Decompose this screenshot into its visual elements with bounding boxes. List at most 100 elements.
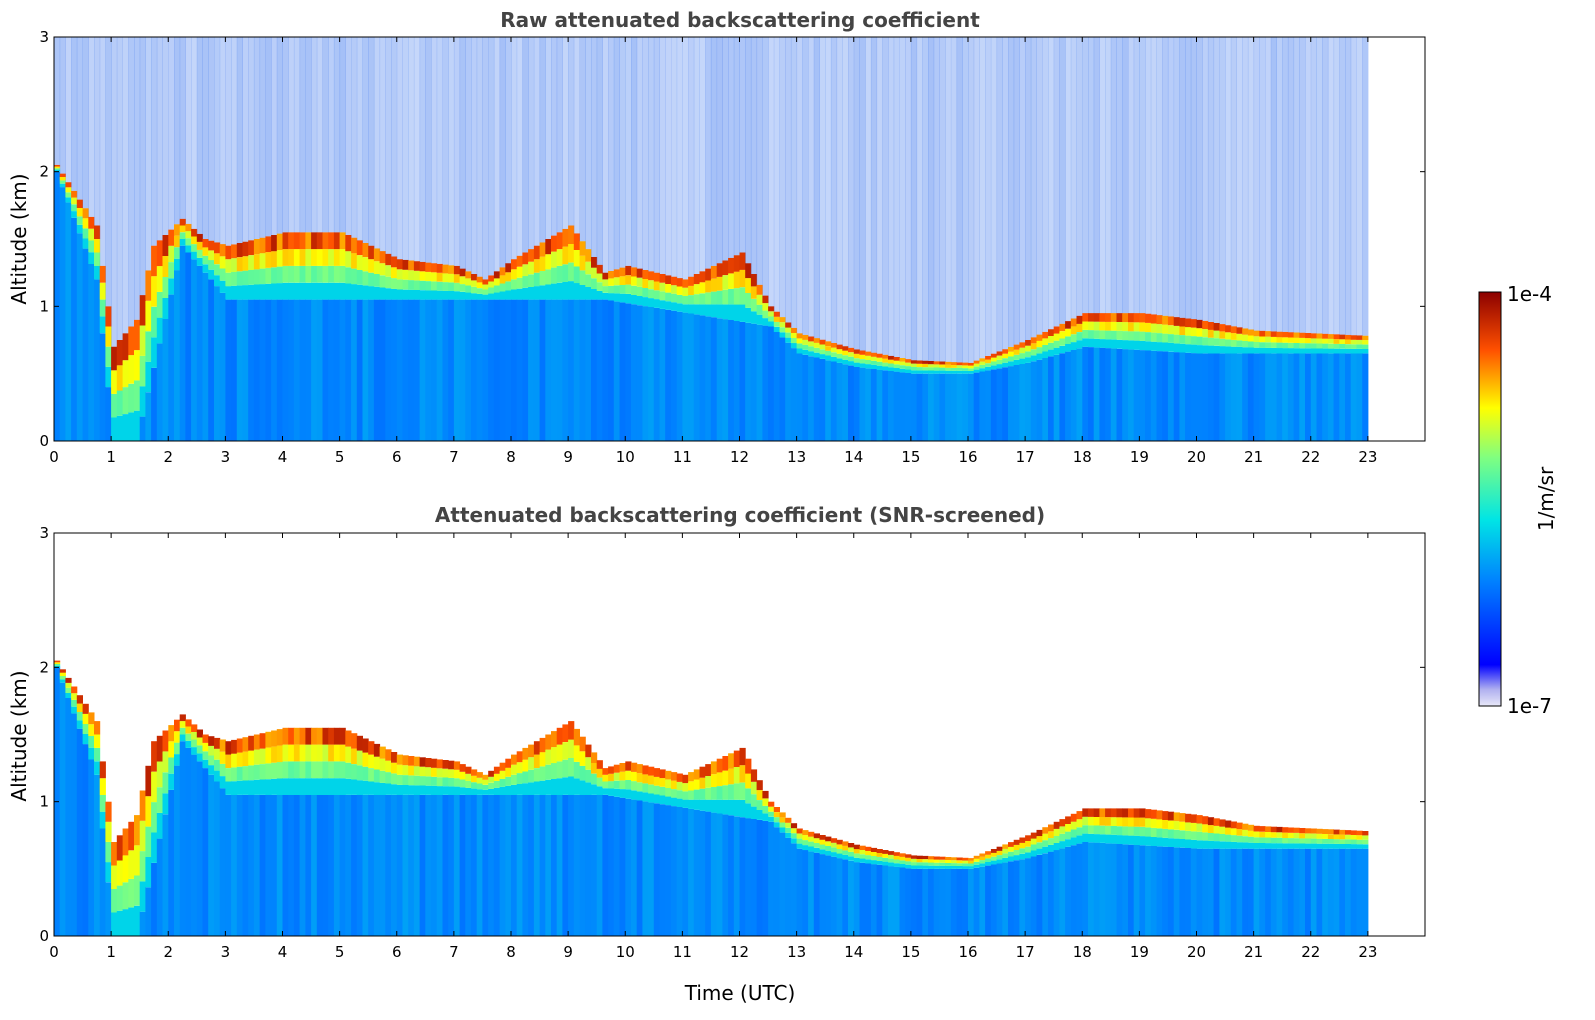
heatmap-cell — [819, 37, 826, 340]
heatmap-cell — [1167, 820, 1175, 830]
heatmap-cell — [1282, 353, 1289, 441]
heatmap-cell — [1002, 353, 1009, 359]
heatmap-cell — [705, 775, 712, 788]
heatmap-cell — [196, 241, 203, 250]
heatmap-cell — [528, 769, 535, 783]
heatmap-cell — [1116, 348, 1123, 441]
heatmap-cell — [391, 752, 398, 763]
heatmap-cell — [1162, 324, 1169, 334]
heatmap-cell — [236, 285, 243, 300]
heatmap-cell — [653, 768, 660, 777]
heatmap-cell — [1242, 842, 1249, 849]
heatmap-cell — [345, 251, 352, 268]
heatmap-cell — [208, 755, 215, 766]
heatmap-cell — [253, 764, 261, 780]
heatmap-cell — [1339, 348, 1346, 354]
heatmap-cell — [1202, 337, 1209, 346]
heatmap-cell — [1287, 838, 1295, 844]
heatmap-cell — [134, 845, 141, 876]
heatmap-cell — [636, 37, 643, 269]
heatmap-cell — [1190, 319, 1197, 328]
x-tick-label: 10 — [616, 448, 635, 466]
heatmap-cell — [208, 250, 215, 261]
heatmap-cell — [174, 37, 181, 225]
heatmap-cell — [939, 859, 946, 863]
heatmap-cell — [585, 274, 592, 287]
heatmap-cell — [1173, 847, 1180, 936]
heatmap-cell — [373, 782, 381, 795]
heatmap-cell — [750, 806, 758, 819]
heatmap-cell — [1299, 37, 1306, 333]
heatmap-cell — [145, 331, 152, 362]
heatmap-cell — [82, 248, 89, 441]
heatmap-cell — [676, 807, 683, 936]
heatmap-cell — [636, 277, 643, 287]
heatmap-cell — [1065, 831, 1072, 840]
heatmap-cell — [750, 781, 758, 795]
heatmap-cell — [1156, 810, 1163, 820]
heatmap-cell — [556, 761, 563, 779]
heatmap-cell — [1247, 830, 1255, 837]
heatmap-cell — [1236, 835, 1243, 843]
heatmap-cell — [1048, 329, 1055, 336]
heatmap-cell — [636, 296, 643, 306]
heatmap-cell — [54, 660, 61, 663]
heatmap-cell — [733, 767, 740, 784]
heatmap-cell — [1116, 826, 1123, 836]
heatmap-cell — [253, 795, 261, 936]
heatmap-cell — [242, 751, 249, 766]
heatmap-cell — [836, 844, 843, 849]
heatmap-cell — [316, 249, 323, 266]
heatmap-cell — [1242, 347, 1249, 354]
heatmap-cell — [745, 293, 752, 308]
heatmap-cell — [1247, 842, 1255, 849]
heatmap-cell — [1247, 824, 1255, 831]
heatmap-cell — [179, 734, 186, 742]
heatmap-cell — [1076, 332, 1083, 341]
heatmap-cell — [214, 770, 221, 782]
heatmap-cell — [962, 365, 969, 369]
heatmap-cell — [105, 862, 112, 883]
heatmap-cell — [111, 889, 118, 913]
heatmap-cell — [573, 745, 580, 762]
heatmap-cell — [533, 37, 541, 246]
heatmap-cell — [476, 795, 483, 936]
heatmap-cell — [1076, 835, 1083, 844]
heatmap-cell — [94, 774, 101, 936]
heatmap-cell — [905, 854, 912, 858]
heatmap-cell — [990, 860, 998, 865]
heatmap-cell — [1019, 848, 1026, 854]
heatmap-cell — [1133, 826, 1140, 836]
heatmap-cell — [1179, 317, 1186, 327]
heatmap-cell — [568, 299, 575, 441]
heatmap-cell — [899, 856, 906, 861]
heatmap-cell — [705, 811, 712, 936]
heatmap-cell — [1282, 843, 1289, 849]
heatmap-cell — [819, 835, 826, 840]
heatmap-cell — [145, 826, 152, 857]
heatmap-cell — [1276, 848, 1283, 936]
heatmap-cell — [293, 249, 301, 266]
heatmap-cell — [579, 37, 586, 242]
heatmap-cell — [1333, 348, 1340, 354]
heatmap-cell — [493, 766, 501, 774]
heatmap-cell — [591, 299, 598, 441]
heatmap-cell — [796, 343, 803, 349]
heatmap-cell — [979, 866, 986, 936]
heatmap-cell — [785, 822, 792, 828]
heatmap-cell — [870, 864, 878, 936]
heatmap-cell — [625, 761, 632, 771]
heatmap-cell — [122, 387, 129, 414]
heatmap-cell — [1207, 353, 1215, 441]
heatmap-cell — [293, 265, 301, 283]
heatmap-cell — [1259, 826, 1266, 832]
heatmap-cell — [1276, 832, 1283, 838]
heatmap-cell — [1310, 838, 1317, 844]
y-axis-label: Altitude (km) — [7, 670, 31, 801]
heatmap-cell — [1299, 843, 1306, 849]
heatmap-cell — [351, 779, 358, 795]
heatmap-cell — [1190, 344, 1197, 354]
heatmap-cell — [442, 760, 449, 769]
heatmap-cell — [870, 356, 878, 361]
heatmap-cell — [996, 863, 1003, 936]
